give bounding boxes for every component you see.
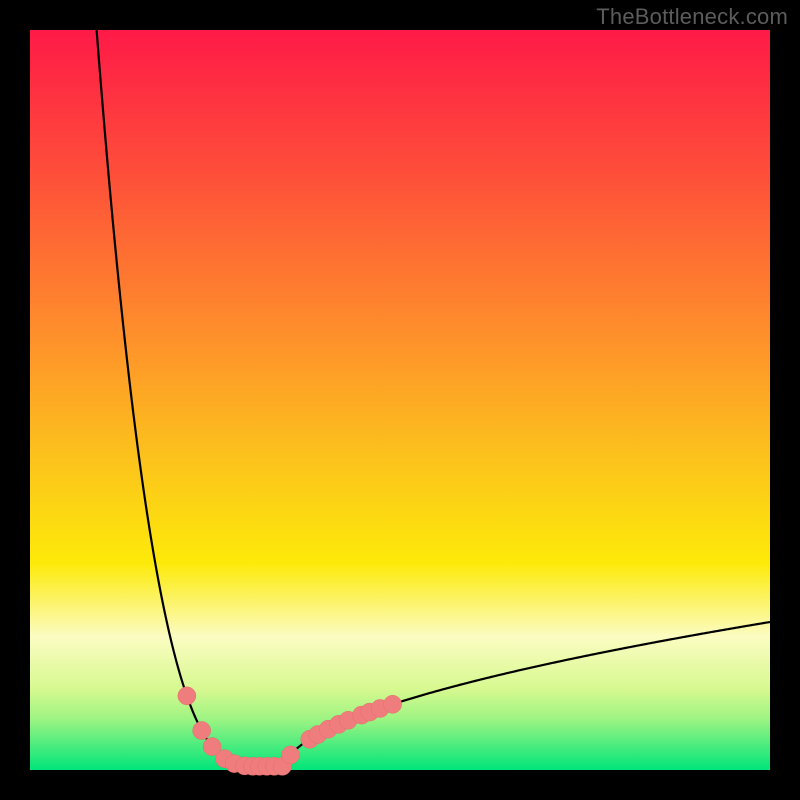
curve-marker bbox=[178, 687, 196, 705]
curve-marker bbox=[193, 722, 211, 740]
chart-container: TheBottleneck.com bbox=[0, 0, 800, 800]
watermark-text: TheBottleneck.com bbox=[596, 4, 788, 30]
bottleneck-chart bbox=[0, 0, 800, 800]
curve-marker bbox=[384, 695, 402, 713]
plot-background bbox=[30, 30, 770, 770]
curve-marker bbox=[281, 746, 299, 764]
